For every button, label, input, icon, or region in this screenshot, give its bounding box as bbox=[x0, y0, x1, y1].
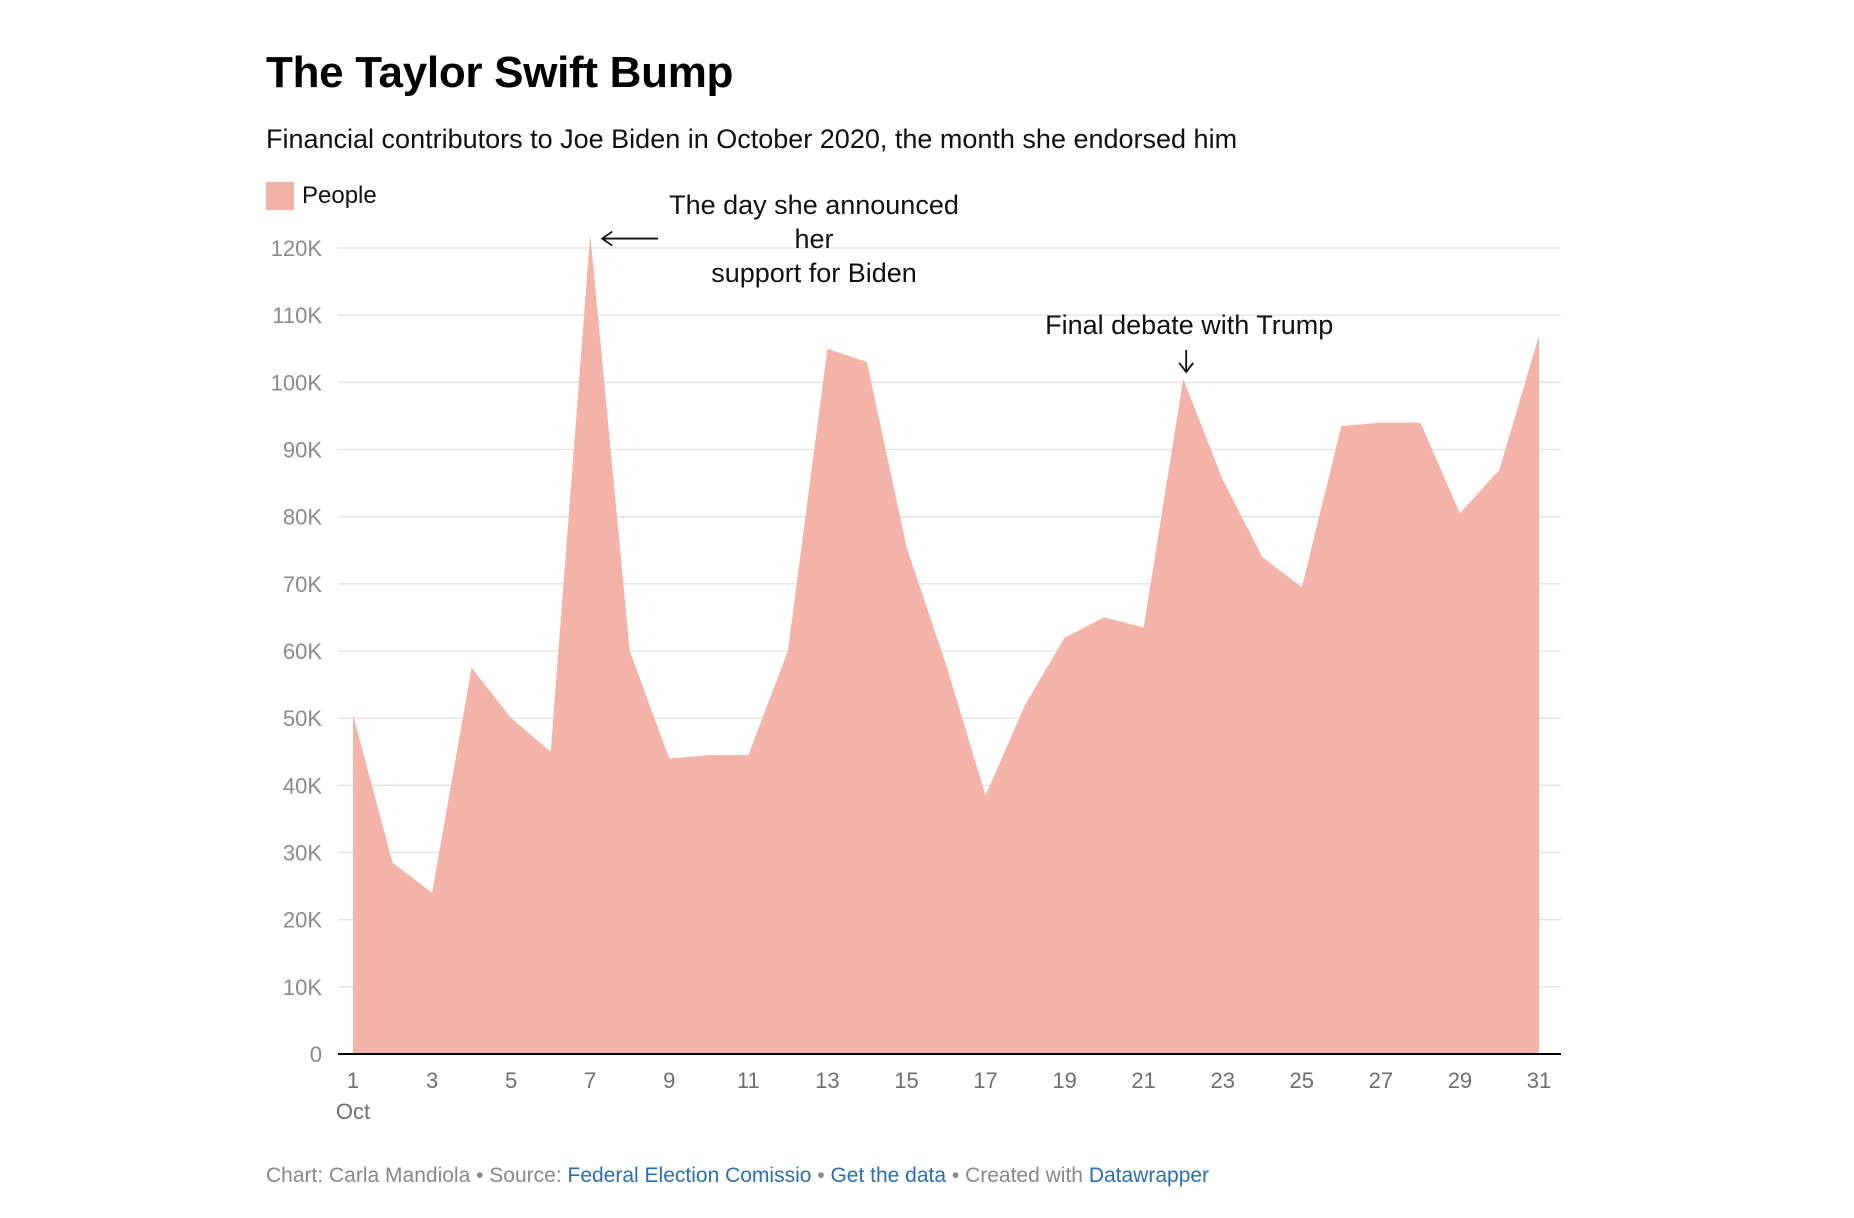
data-point bbox=[1458, 511, 1462, 515]
x-tick-label: 11 bbox=[737, 1068, 760, 1093]
y-tick-label: 40K bbox=[283, 773, 322, 798]
y-tick-label: 0 bbox=[310, 1042, 322, 1067]
y-tick-label: 60K bbox=[283, 639, 322, 664]
y-tick-label: 10K bbox=[283, 975, 322, 1000]
x-tick-label: 1 bbox=[347, 1068, 359, 1093]
x-tick-label: 17 bbox=[973, 1068, 997, 1093]
data-point bbox=[984, 793, 988, 797]
data-point bbox=[549, 750, 553, 754]
x-sublabel: Oct bbox=[336, 1099, 370, 1124]
y-tick-label: 100K bbox=[271, 370, 323, 395]
data-point bbox=[1181, 377, 1185, 381]
y-tick-label: 70K bbox=[283, 572, 322, 597]
x-tick-label: 13 bbox=[815, 1068, 839, 1093]
footer-credit: Chart: Carla Mandiola • Source: bbox=[266, 1164, 568, 1187]
data-point bbox=[1102, 615, 1106, 619]
data-point bbox=[667, 756, 671, 760]
y-tick-label: 90K bbox=[283, 438, 322, 463]
data-point bbox=[391, 861, 395, 865]
x-tick-label: 25 bbox=[1290, 1068, 1314, 1093]
y-tick-label: 50K bbox=[283, 706, 322, 731]
x-tick-label: 19 bbox=[1052, 1068, 1076, 1093]
area-series bbox=[351, 233, 1541, 1055]
footer-separator: • bbox=[811, 1164, 831, 1187]
data-point bbox=[1023, 703, 1027, 707]
y-tick-label: 110K bbox=[272, 303, 322, 328]
annotation-debate-text: Final debate with Trump bbox=[1045, 310, 1333, 340]
x-tick-label: 3 bbox=[426, 1068, 438, 1093]
data-point bbox=[707, 753, 711, 757]
source-link[interactable]: Federal Election Comissio bbox=[567, 1164, 812, 1187]
y-tick-label: 20K bbox=[283, 908, 322, 933]
data-point bbox=[509, 716, 513, 720]
x-tick-label: 7 bbox=[584, 1068, 596, 1093]
data-point bbox=[1497, 468, 1501, 472]
data-point bbox=[1142, 625, 1146, 629]
annotation-endorsement-arrowhead bbox=[600, 230, 613, 247]
x-tick-label: 5 bbox=[505, 1068, 517, 1093]
x-tick-label: 21 bbox=[1131, 1068, 1155, 1093]
x-tick-label: 15 bbox=[894, 1068, 918, 1093]
x-tick-label: 27 bbox=[1369, 1068, 1393, 1093]
legend: People bbox=[266, 182, 377, 210]
footer-created-with: • Created with bbox=[946, 1164, 1089, 1187]
annotations: The day she announced her support for Bide… bbox=[600, 190, 1333, 374]
legend-swatch-people bbox=[266, 182, 294, 210]
data-point bbox=[746, 753, 750, 757]
get-data-link[interactable]: Get the data bbox=[830, 1164, 947, 1187]
legend-label-people: People bbox=[302, 182, 377, 209]
chart-subtitle: Financial contributors to Joe Biden in O… bbox=[266, 124, 1238, 154]
annotation-endorsement-text: support for Biden bbox=[711, 258, 917, 288]
annotation-endorsement-text: her bbox=[794, 224, 833, 254]
data-point bbox=[1221, 478, 1225, 482]
annotation-endorsement-text: The day she announced bbox=[669, 190, 959, 220]
y-tick-label: 30K bbox=[283, 841, 322, 866]
data-point bbox=[865, 360, 869, 364]
datawrapper-link[interactable]: Datawrapper bbox=[1088, 1164, 1210, 1187]
y-tick-label: 80K bbox=[283, 505, 322, 530]
data-point bbox=[430, 891, 434, 895]
data-point bbox=[786, 649, 790, 653]
data-point bbox=[1537, 333, 1541, 337]
chart-footer: Chart: Carla Mandiola • Source: Federal … bbox=[266, 1164, 1209, 1188]
x-tick-label: 9 bbox=[663, 1068, 675, 1093]
data-point bbox=[470, 666, 474, 670]
x-tick-label: 31 bbox=[1527, 1068, 1551, 1093]
data-point bbox=[1260, 555, 1264, 559]
annotation-debate-arrowhead bbox=[1178, 362, 1194, 374]
data-point bbox=[588, 233, 592, 237]
data-point bbox=[1379, 421, 1383, 425]
data-point bbox=[628, 649, 632, 653]
data-point bbox=[351, 713, 355, 717]
y-tick-label: 120K bbox=[271, 236, 323, 261]
data-point bbox=[904, 545, 908, 549]
chart-title: The Taylor Swift Bump bbox=[266, 48, 734, 97]
area-people bbox=[353, 234, 1539, 1055]
data-point bbox=[1418, 421, 1422, 425]
data-point bbox=[1339, 424, 1343, 428]
data-point bbox=[825, 347, 829, 351]
x-tick-label: 23 bbox=[1210, 1068, 1234, 1093]
x-tick-label: 29 bbox=[1448, 1068, 1472, 1093]
data-point bbox=[944, 662, 948, 666]
axes: 0 10K 20K 30K 40K 50K 60K 70K 80K 90K 100K 110K 120K… bbox=[271, 236, 1561, 1124]
data-point bbox=[1063, 636, 1067, 640]
data-point bbox=[1300, 585, 1304, 589]
